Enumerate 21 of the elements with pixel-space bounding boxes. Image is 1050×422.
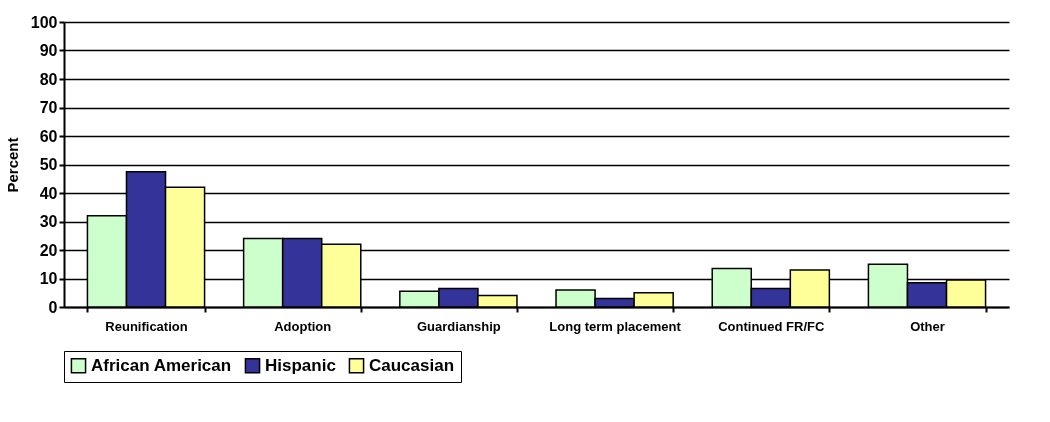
y-tick-label: 10	[39, 270, 58, 287]
x-tick-label: Guardianship	[417, 318, 501, 334]
y-tick-label: 60	[39, 127, 58, 145]
y-tick-label: 80	[39, 70, 58, 88]
y-axis-title: Percent	[3, 137, 21, 193]
legend-label: African American	[91, 355, 232, 375]
y-tick-label: 40	[39, 184, 58, 202]
y-tick-label: 30	[39, 213, 58, 230]
x-tick-label: Long term placement	[549, 318, 682, 334]
y-tick-label: 50	[39, 156, 58, 173]
x-tick-label: Adoption	[274, 318, 332, 334]
x-tick-label: Reunification	[105, 318, 188, 334]
y-tick-label: 90	[39, 42, 58, 59]
x-tick-label: Other	[910, 318, 945, 334]
y-tick-label: 70	[39, 99, 58, 116]
legend-label: Caucasian	[369, 355, 455, 375]
y-tick-label: 0	[48, 298, 58, 316]
x-tick-label: Continued FR/FC	[718, 318, 825, 334]
y-tick-label: 100	[30, 13, 58, 31]
y-tick-label: 20	[39, 241, 58, 259]
legend-label: Hispanic	[265, 355, 336, 375]
